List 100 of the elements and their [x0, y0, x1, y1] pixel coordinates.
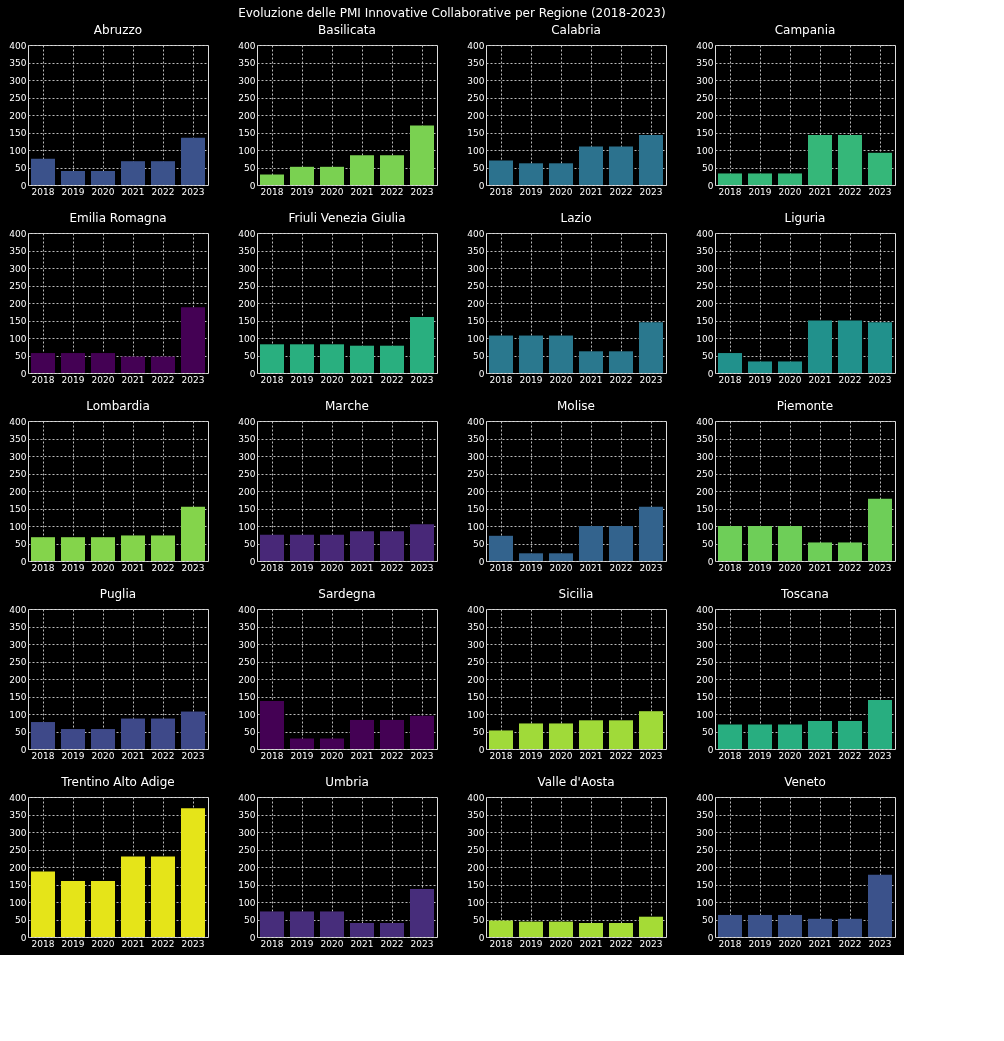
bar [121, 161, 145, 185]
y-tick-label: 400 [696, 40, 714, 51]
x-tick-label: 2021 [350, 562, 374, 573]
y-tick-label: 400 [9, 228, 27, 239]
x-tick-label: 2019 [290, 562, 314, 573]
y-tick-label: 350 [696, 434, 714, 444]
y-tick-label: 400 [9, 792, 27, 803]
x-tick-label: 2023 [181, 562, 205, 573]
y-tick-label: 100 [9, 521, 27, 532]
y-tick-label: 200 [9, 674, 27, 685]
y-tick-label: 0 [249, 744, 256, 755]
x-tick-label: 2023 [868, 938, 892, 949]
y-tick-label: 250 [467, 845, 485, 855]
y-tick-label: 150 [9, 316, 27, 326]
bar [61, 537, 85, 561]
y-tick-label: 300 [467, 75, 485, 86]
bar [519, 163, 543, 185]
chart-title: Trentino Alto Adige [60, 775, 175, 789]
bar [260, 174, 284, 185]
x-tick-label: 2023 [868, 374, 892, 385]
bar [31, 353, 55, 373]
bar [151, 535, 175, 561]
bar [778, 914, 802, 937]
y-tick-label: 300 [696, 451, 714, 462]
y-tick-label: 150 [238, 128, 256, 138]
bar [519, 723, 543, 749]
x-tick-label: 2019 [61, 562, 85, 573]
y-tick-label: 300 [238, 451, 256, 462]
y-tick-label: 100 [9, 709, 27, 720]
y-tick-label: 0 [20, 932, 27, 943]
y-tick-label: 400 [238, 40, 256, 51]
y-tick-label: 50 [473, 915, 485, 925]
bar [290, 166, 314, 185]
x-tick-label: 2023 [181, 186, 205, 197]
y-tick-label: 200 [238, 298, 256, 309]
y-tick-label: 50 [244, 727, 256, 737]
x-tick-label: 2021 [808, 562, 832, 573]
y-tick-label: 250 [696, 281, 714, 291]
x-tick-label: 2020 [91, 562, 115, 573]
bar [609, 146, 633, 185]
bar [260, 911, 284, 937]
x-tick-label: 2020 [320, 186, 344, 197]
bar [838, 918, 862, 937]
chart-title: Abruzzo [93, 23, 143, 37]
y-tick-label: 300 [467, 827, 485, 838]
x-tick-label: 2021 [808, 186, 832, 197]
y-tick-label: 350 [696, 246, 714, 256]
chart-title: Friuli Venezia Giulia [288, 211, 406, 225]
y-tick-label: 300 [696, 639, 714, 650]
bar [410, 715, 434, 749]
y-tick-label: 100 [696, 145, 714, 156]
x-tick-label: 2021 [121, 374, 145, 385]
y-tick-label: 250 [238, 845, 256, 855]
y-tick-label: 150 [696, 316, 714, 326]
x-tick-label: 2022 [151, 750, 175, 761]
bar [380, 345, 404, 373]
y-tick-label: 250 [9, 657, 27, 667]
x-tick-label: 2022 [838, 750, 862, 761]
y-tick-label: 250 [9, 93, 27, 103]
x-tick-label: 2021 [350, 374, 374, 385]
y-tick-label: 350 [467, 246, 485, 256]
x-tick-label: 2020 [91, 374, 115, 385]
y-tick-label: 250 [467, 93, 485, 103]
bar [91, 537, 115, 561]
bar [181, 307, 205, 373]
x-tick-label: 2020 [549, 938, 573, 949]
y-tick-label: 350 [238, 622, 256, 632]
chart-title: Umbria [325, 775, 369, 789]
y-tick-label: 250 [696, 845, 714, 855]
y-tick-label: 400 [696, 228, 714, 239]
x-tick-label: 2023 [639, 938, 663, 949]
y-tick-label: 200 [238, 110, 256, 121]
bar [260, 344, 284, 373]
bar [380, 155, 404, 185]
y-tick-label: 350 [467, 58, 485, 68]
y-tick-label: 100 [467, 333, 485, 344]
x-tick-label: 2023 [410, 938, 434, 949]
x-tick-label: 2021 [579, 374, 603, 385]
x-tick-label: 2019 [61, 186, 85, 197]
bar [410, 889, 434, 937]
bar [31, 537, 55, 561]
y-tick-label: 300 [9, 263, 27, 274]
bar [808, 918, 832, 937]
x-tick-label: 2019 [61, 374, 85, 385]
x-tick-label: 2018 [718, 938, 742, 949]
bar [489, 535, 513, 561]
y-tick-label: 200 [9, 862, 27, 873]
y-tick-label: 50 [244, 351, 256, 361]
y-tick-label: 150 [9, 880, 27, 890]
y-tick-label: 50 [702, 539, 714, 549]
y-tick-label: 100 [467, 897, 485, 908]
bar [639, 322, 663, 373]
x-tick-label: 2021 [808, 374, 832, 385]
bar [838, 721, 862, 749]
bar [290, 738, 314, 749]
y-tick-label: 350 [9, 622, 27, 632]
y-tick-label: 150 [238, 692, 256, 702]
x-tick-label: 2023 [639, 750, 663, 761]
y-tick-label: 50 [473, 351, 485, 361]
bar [350, 719, 374, 749]
